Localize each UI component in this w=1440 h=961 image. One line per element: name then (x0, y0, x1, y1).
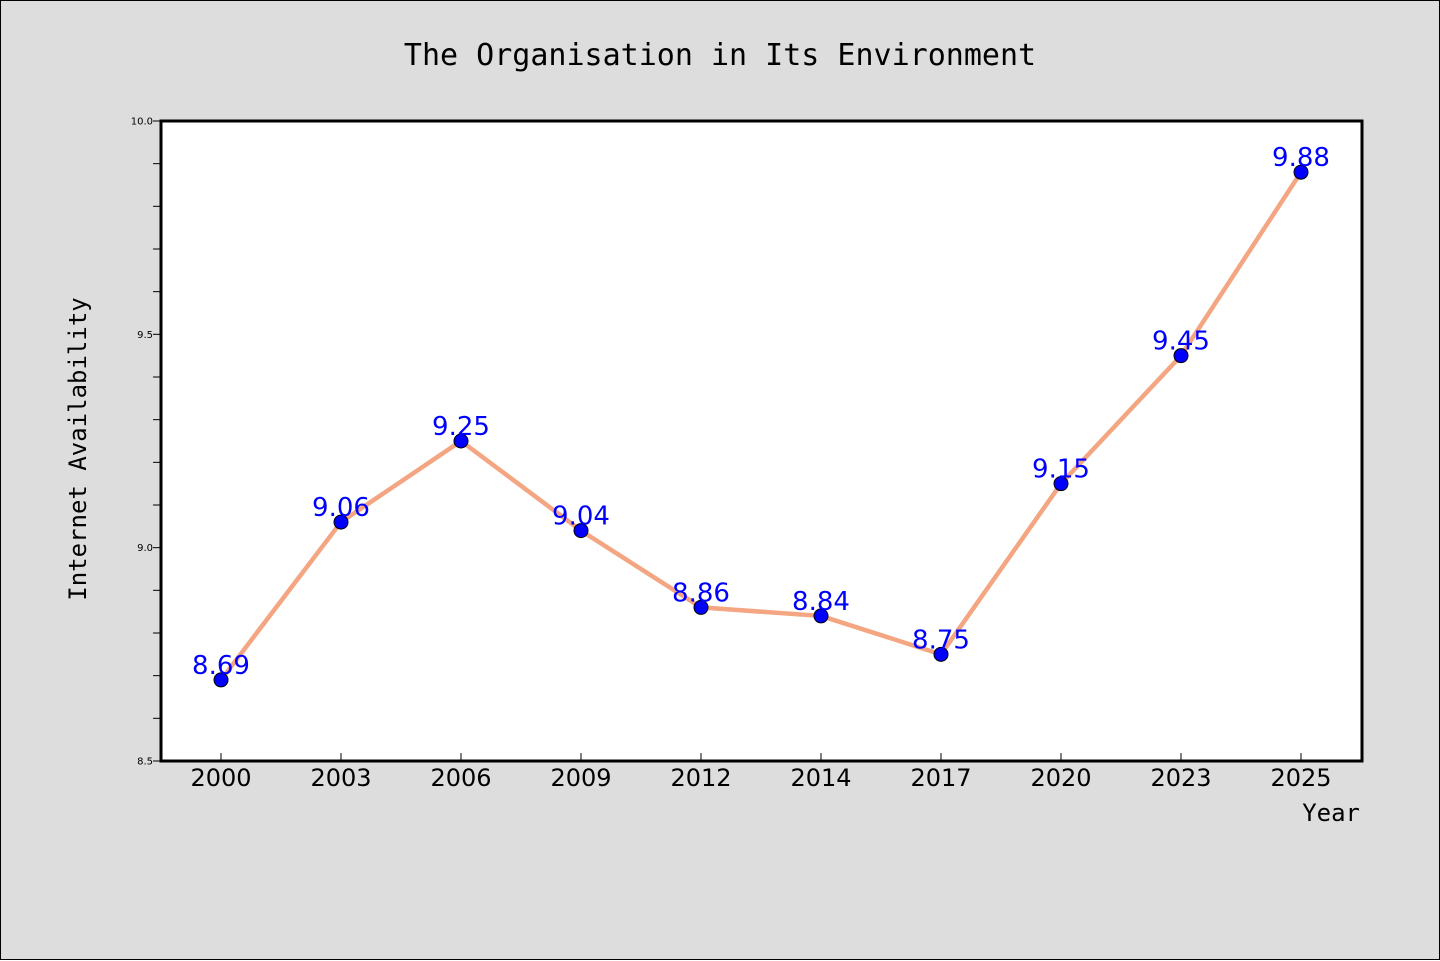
x-axis: 2000 2003 2006 2009 2012 2014 2017 2020 2023 2025 (190, 753, 1332, 792)
data-label: 8.69 (192, 651, 250, 681)
data-point (573, 523, 589, 539)
x-tick-label: 2014 (790, 764, 851, 792)
data-label: 9.45 (1152, 327, 1210, 357)
y-axis-label: Internet Availability (64, 297, 92, 600)
data-point (1293, 164, 1309, 180)
y-tick-label: 9.5 (137, 330, 153, 341)
x-tick-label: 2017 (910, 764, 971, 792)
x-tick-label: 2000 (190, 764, 251, 792)
data-label: 8.86 (672, 578, 730, 608)
y-axis: 8.5 9.0 9.5 10.0 (131, 117, 161, 768)
data-point (813, 608, 829, 624)
data-label: 8.84 (792, 587, 850, 617)
data-label: 9.15 (1032, 455, 1090, 485)
data-label: 9.88 (1272, 143, 1330, 173)
data-label: 8.75 (912, 625, 970, 655)
x-axis-label: Year (1302, 799, 1360, 827)
y-tick-label: 9.0 (137, 543, 153, 554)
x-tick-label: 2012 (670, 764, 731, 792)
data-label: 9.25 (432, 412, 490, 442)
data-point (1173, 348, 1189, 364)
data-point (693, 599, 709, 615)
data-labels: 8.69 9.06 9.25 9.04 8.86 8.84 8.75 9.15 9.45 9.88 (192, 143, 1330, 681)
data-label: 9.04 (552, 502, 610, 532)
y-tick-label: 10.0 (131, 117, 153, 128)
x-tick-label: 2025 (1270, 764, 1331, 792)
data-label: 9.06 (312, 493, 370, 523)
chart-title: The Organisation in Its Environment (404, 38, 1036, 73)
y-tick-label: 8.5 (137, 757, 153, 768)
data-point (213, 672, 229, 688)
x-tick-label: 2020 (1030, 764, 1091, 792)
data-point (333, 514, 349, 530)
x-tick-label: 2003 (310, 764, 371, 792)
plot-area (159, 119, 1364, 763)
data-point (933, 646, 949, 662)
data-point (453, 433, 469, 449)
series-line (218, 169, 1304, 683)
x-tick-label: 2009 (550, 764, 611, 792)
data-point (1053, 476, 1069, 492)
data-points (213, 164, 1309, 688)
x-tick-label: 2006 (430, 764, 491, 792)
x-tick-label: 2023 (1150, 764, 1211, 792)
